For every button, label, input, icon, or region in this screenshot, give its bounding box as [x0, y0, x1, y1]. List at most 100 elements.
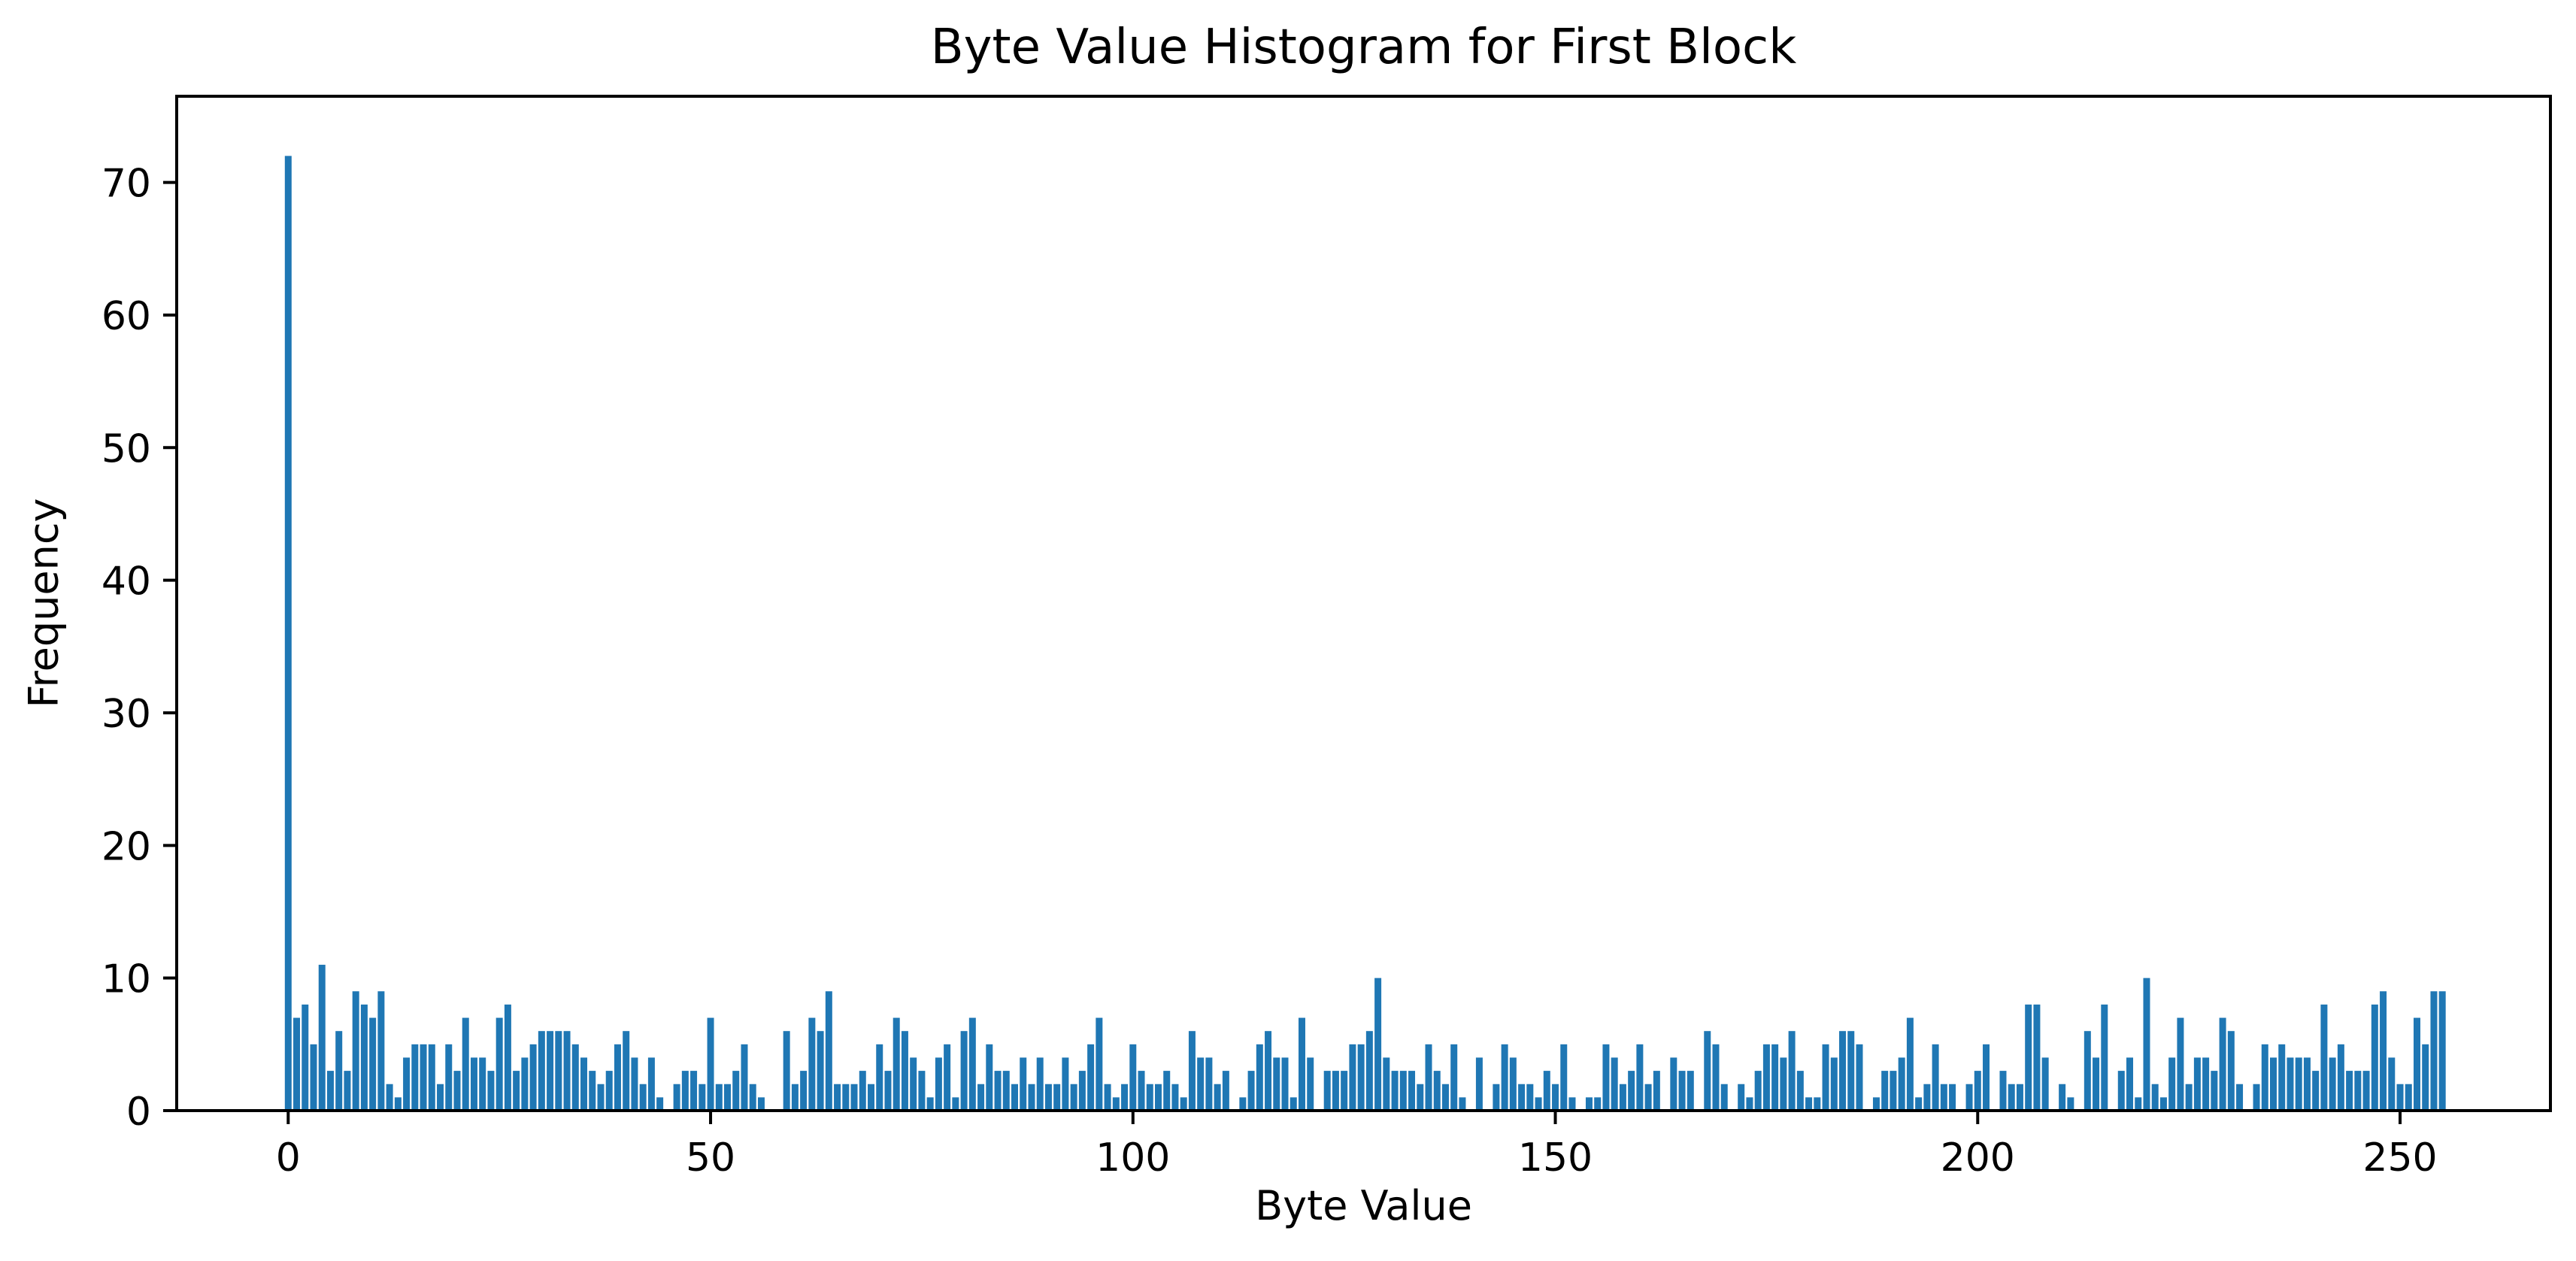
- bar-byte-193: [1915, 1097, 1923, 1111]
- x-tick-label-150: 150: [1518, 1135, 1593, 1181]
- bar-byte-143: [1493, 1084, 1500, 1111]
- bar-byte-12: [386, 1084, 393, 1111]
- bar-byte-226: [2193, 1057, 2201, 1111]
- bar-byte-116: [1265, 1031, 1272, 1111]
- bar-byte-113: [1239, 1097, 1247, 1111]
- bar-byte-217: [2117, 1071, 2125, 1111]
- bar-byte-180: [1805, 1097, 1813, 1111]
- bar-byte-147: [1526, 1084, 1534, 1111]
- bar-byte-92: [1062, 1057, 1069, 1111]
- bar-byte-184: [1839, 1031, 1847, 1111]
- bar-byte-135: [1425, 1044, 1432, 1111]
- bar-byte-35: [580, 1057, 588, 1111]
- bar-byte-73: [901, 1031, 908, 1111]
- bar-byte-98: [1112, 1097, 1120, 1111]
- bar-byte-243: [2337, 1044, 2344, 1111]
- bar-byte-115: [1256, 1044, 1263, 1111]
- bar-byte-132: [1399, 1071, 1407, 1111]
- bar-byte-33: [563, 1031, 571, 1111]
- x-tick-label-250: 250: [2362, 1135, 2437, 1181]
- bar-byte-204: [2008, 1084, 2015, 1111]
- bar-byte-42: [639, 1084, 647, 1111]
- bar-byte-30: [538, 1031, 545, 1111]
- bar-byte-101: [1138, 1071, 1145, 1111]
- bar-byte-183: [1830, 1057, 1838, 1111]
- bar-byte-252: [2414, 1017, 2420, 1111]
- bar-byte-109: [1205, 1057, 1213, 1111]
- bar-byte-230: [2227, 1031, 2235, 1111]
- bar-byte-213: [2084, 1031, 2091, 1111]
- bar-byte-121: [1307, 1057, 1314, 1111]
- bar-byte-128: [1365, 1031, 1373, 1111]
- bar-byte-48: [690, 1071, 698, 1111]
- bar-byte-117: [1273, 1057, 1280, 1111]
- bar-byte-110: [1214, 1084, 1221, 1111]
- bar-byte-39: [614, 1044, 621, 1111]
- bar-byte-66: [842, 1084, 850, 1111]
- bar-byte-108: [1197, 1057, 1205, 1111]
- bar-byte-214: [2093, 1057, 2100, 1111]
- bar-byte-161: [1644, 1084, 1652, 1111]
- bar-byte-237: [2287, 1057, 2294, 1111]
- bar-byte-189: [1881, 1071, 1889, 1111]
- bar-byte-241: [2320, 1004, 2328, 1111]
- bar-byte-236: [2278, 1044, 2286, 1111]
- bar-byte-215: [2101, 1004, 2108, 1111]
- bar-byte-134: [1417, 1084, 1424, 1111]
- y-tick-label-60: 60: [102, 294, 151, 339]
- bar-byte-64: [825, 991, 832, 1111]
- bar-byte-68: [859, 1071, 866, 1111]
- y-tick-label-40: 40: [102, 559, 151, 605]
- bar-byte-181: [1814, 1097, 1821, 1111]
- bar-byte-105: [1171, 1084, 1179, 1111]
- bar-byte-192: [1906, 1017, 1914, 1111]
- bar-byte-0: [284, 156, 292, 1111]
- bar-byte-186: [1856, 1044, 1863, 1111]
- bar-byte-15: [411, 1044, 419, 1111]
- bar-byte-151: [1560, 1044, 1568, 1111]
- bar-byte-34: [571, 1044, 579, 1111]
- bar-byte-129: [1374, 978, 1382, 1111]
- x-tick-label-100: 100: [1096, 1135, 1170, 1181]
- bar-byte-144: [1501, 1044, 1508, 1111]
- bar-byte-97: [1104, 1084, 1111, 1111]
- bar-byte-53: [732, 1071, 740, 1111]
- bar-byte-182: [1822, 1044, 1829, 1111]
- y-tick-label-10: 10: [102, 957, 151, 1002]
- bar-byte-242: [2329, 1057, 2336, 1111]
- bar-byte-118: [1281, 1057, 1289, 1111]
- bar-byte-26: [504, 1004, 511, 1111]
- bar-byte-50: [707, 1017, 714, 1111]
- bar-byte-24: [487, 1071, 495, 1111]
- bar-byte-240: [2312, 1071, 2320, 1111]
- bar-byte-227: [2202, 1057, 2210, 1111]
- bar-byte-21: [462, 1017, 469, 1111]
- bar-byte-114: [1247, 1071, 1255, 1111]
- bar-byte-38: [605, 1071, 613, 1111]
- bar-byte-168: [1704, 1031, 1711, 1111]
- bar-byte-254: [2430, 991, 2438, 1111]
- bar-byte-228: [2211, 1071, 2218, 1111]
- bar-byte-8: [352, 991, 359, 1111]
- bar-byte-225: [2185, 1084, 2193, 1111]
- bar-byte-69: [868, 1084, 874, 1111]
- bar-byte-197: [1949, 1084, 1956, 1111]
- bar-byte-86: [1011, 1084, 1018, 1111]
- bar-byte-196: [1940, 1084, 1947, 1111]
- bar-byte-157: [1611, 1057, 1618, 1111]
- bar-byte-29: [529, 1044, 537, 1111]
- bar-byte-233: [2253, 1084, 2260, 1111]
- bar-byte-20: [453, 1071, 461, 1111]
- bar-byte-123: [1323, 1071, 1331, 1111]
- bar-byte-36: [589, 1071, 596, 1111]
- bar-byte-54: [741, 1044, 748, 1111]
- bar-byte-89: [1036, 1057, 1044, 1111]
- bar-byte-169: [1712, 1044, 1720, 1111]
- bar-byte-206: [2025, 1004, 2032, 1111]
- bar-byte-185: [1847, 1031, 1855, 1111]
- bar-byte-150: [1552, 1084, 1559, 1111]
- bar-byte-125: [1341, 1071, 1348, 1111]
- y-tick-label-0: 0: [126, 1090, 151, 1135]
